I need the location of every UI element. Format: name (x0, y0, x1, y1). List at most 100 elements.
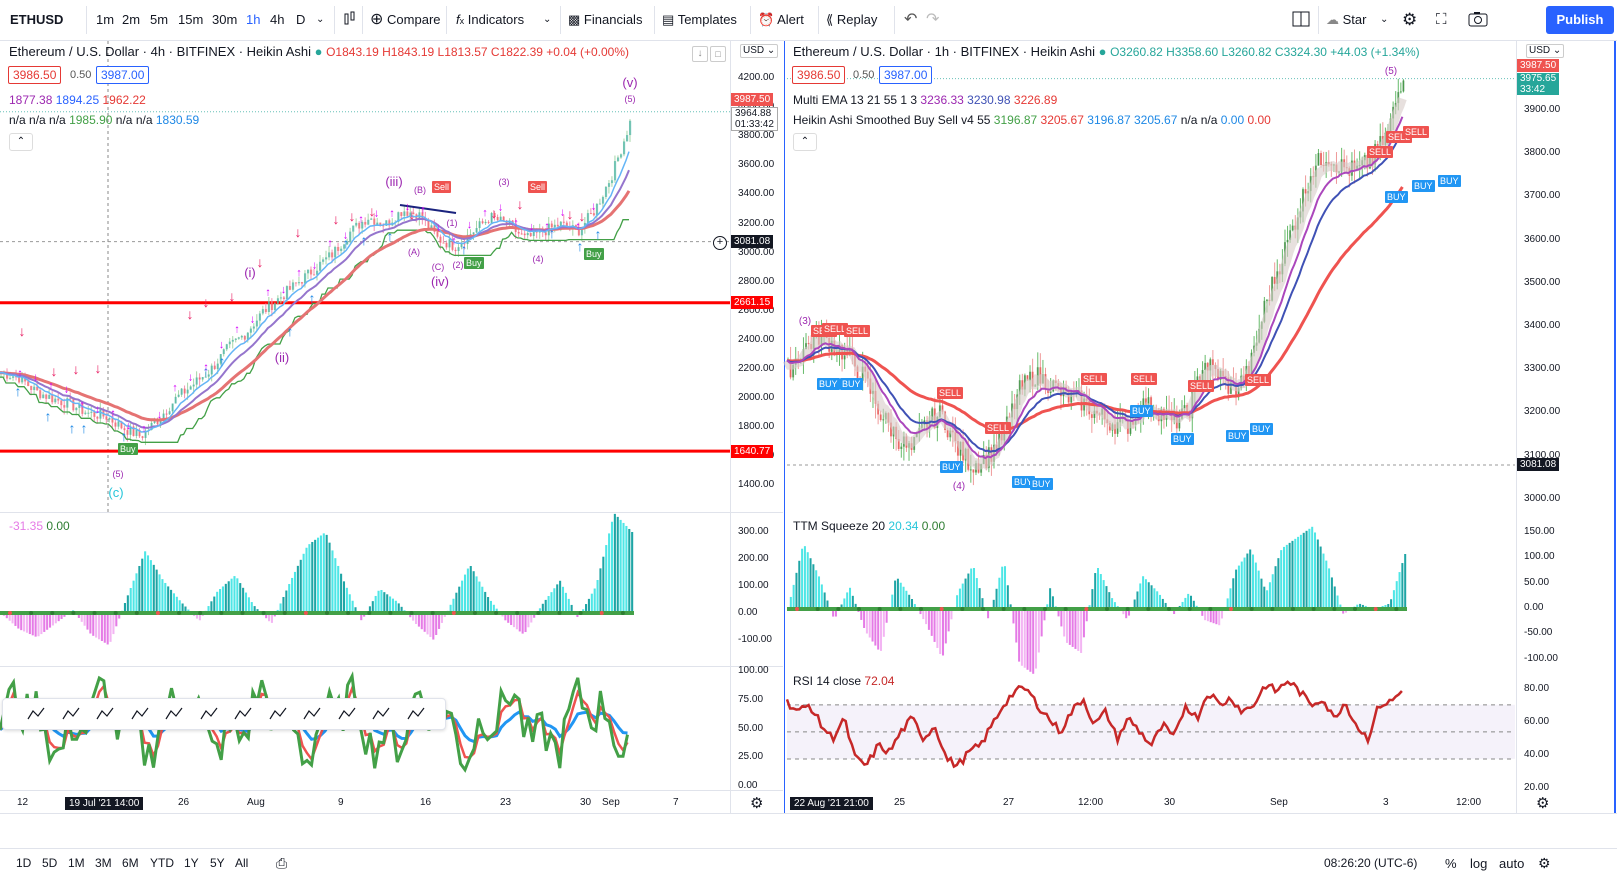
abc-pattern-icon[interactable] (96, 706, 114, 722)
camera-icon[interactable] (1468, 0, 1488, 40)
long-position-icon[interactable] (234, 706, 252, 722)
publish-button[interactable]: Publish (1546, 6, 1614, 34)
right-ask-price[interactable]: 3987.00 (879, 66, 932, 84)
layout-icon[interactable] (1292, 0, 1310, 40)
interval-D[interactable]: D (296, 0, 305, 40)
rect (1021, 609, 1023, 666)
path-icon[interactable] (303, 706, 321, 722)
price-tick-label: 3300.00 (1524, 363, 1560, 374)
xabcd-pattern-icon[interactable] (62, 706, 80, 722)
candle-body (301, 282, 303, 283)
interval-2m[interactable]: 2m (122, 0, 140, 40)
indicators-button[interactable]: fx Indicators (456, 0, 524, 40)
left-currency-selector[interactable]: USD ⌄ (740, 44, 778, 58)
download-icon[interactable]: ↓ (692, 46, 708, 62)
step-marker: ↑ (203, 362, 209, 374)
squeeze-dot (536, 611, 540, 615)
replay-label: Replay (837, 12, 877, 27)
pane-divider[interactable] (0, 512, 783, 513)
interval-30m[interactable]: 30m (212, 0, 237, 40)
alert-label: Alert (777, 12, 804, 27)
interval-1h[interactable]: 1h (246, 0, 260, 40)
gear-icon[interactable]: ⚙ (1402, 0, 1417, 40)
rect (1041, 609, 1043, 636)
rect (176, 597, 178, 613)
pane-divider[interactable] (0, 666, 783, 667)
add-alert-plus-icon[interactable]: + (713, 236, 727, 250)
star-dropdown-icon[interactable]: ⌄ (1380, 0, 1388, 40)
undo-icon[interactable]: ↶ (904, 0, 917, 40)
range-all[interactable]: All (235, 849, 248, 878)
rect (1027, 609, 1029, 670)
redo-icon[interactable]: ↷ (926, 0, 939, 40)
replay-button[interactable]: ⟪ Replay (826, 0, 877, 40)
range-3m[interactable]: 3M (95, 849, 112, 878)
squeeze-dot (304, 611, 308, 615)
settings-gear-icon[interactable]: ⚙ (1538, 849, 1551, 878)
range-6m[interactable]: 6M (122, 849, 139, 878)
right-chart-settings-gear-icon[interactable]: ⚙ (1536, 794, 1549, 812)
indicators-dropdown-icon[interactable]: ⌄ (543, 0, 551, 40)
left-chart-settings-gear-icon[interactable]: ⚙ (750, 794, 763, 812)
ema-value-3: 3226.89 (1014, 93, 1057, 107)
interval-5m[interactable]: 5m (150, 0, 168, 40)
squeeze-dot (1270, 607, 1274, 611)
left-bid-price[interactable]: 3986.50 (8, 66, 61, 84)
range-1d[interactable]: 1D (16, 849, 31, 878)
range-5y[interactable]: 5Y (210, 849, 225, 878)
price-tick-label: 2000.00 (738, 392, 774, 403)
financials-button[interactable]: ▩ Financials (568, 0, 642, 40)
symbol-search[interactable]: ETHUSD (10, 0, 63, 40)
right-bid-price[interactable]: 3986.50 (792, 66, 845, 84)
candle-body (51, 395, 53, 402)
right-ttm-pane[interactable] (787, 514, 1515, 666)
range-ytd[interactable]: YTD (150, 849, 174, 878)
candle-body (626, 135, 628, 141)
divider (1318, 6, 1319, 34)
candle-body (334, 247, 336, 257)
fullscreen-icon[interactable]: ⛶ (1436, 0, 1447, 40)
left-oscillator-pane[interactable] (0, 514, 730, 666)
interval-15m[interactable]: 15m (178, 0, 203, 40)
compare-button[interactable]: ⊕ Compare (370, 0, 441, 40)
date-range-icon[interactable]: ⎙ (276, 849, 287, 878)
maximize-icon[interactable]: □ (710, 46, 726, 62)
time-tick-label: Aug (247, 797, 265, 808)
percent-toggle[interactable]: % (1445, 849, 1457, 878)
chart-type-icon[interactable] (342, 0, 358, 40)
left-ask-price[interactable]: 3987.00 (96, 66, 149, 84)
collapse-legend-icon[interactable]: ⌃ (9, 133, 33, 151)
log-toggle[interactable]: log (1470, 849, 1487, 878)
rect (101, 613, 103, 641)
rect (1035, 609, 1037, 669)
ray-icon[interactable] (269, 706, 287, 722)
range-1y[interactable]: 1Y (184, 849, 199, 878)
interval-dropdown-icon[interactable]: ⌄ (316, 0, 324, 40)
rect (562, 587, 564, 613)
rect (846, 592, 848, 609)
step-marker: ↑ (17, 367, 23, 379)
sell-signal-tag: SELL (1245, 374, 1271, 386)
ttm-tick-label: 0.00 (1524, 602, 1543, 613)
clock-time[interactable]: 08:26:20 (UTC-6) (1324, 849, 1417, 878)
collapse-legend-icon[interactable]: ⌃ (793, 133, 817, 151)
right-rsi-pane[interactable] (787, 668, 1515, 790)
horizontal-line-icon[interactable] (200, 706, 218, 722)
rect (1300, 535, 1302, 609)
gann-icon[interactable] (338, 706, 356, 722)
range-1m[interactable]: 1M (68, 849, 85, 878)
interval-4h[interactable]: 4h (270, 0, 284, 40)
alert-button[interactable]: ⏰ Alert (758, 0, 804, 40)
rect (159, 574, 161, 613)
range-5d[interactable]: 5D (42, 849, 57, 878)
right-currency-selector[interactable]: USD ⌄ (1526, 44, 1564, 58)
text-tools-icon[interactable] (407, 706, 425, 722)
parallel-channel-icon[interactable] (372, 706, 390, 722)
fib-icon[interactable] (165, 706, 183, 722)
auto-toggle[interactable]: auto (1499, 849, 1524, 878)
trend-line-icon[interactable] (131, 706, 149, 722)
star-button[interactable]: ☁ Star (1326, 0, 1366, 40)
interval-1m[interactable]: 1m (96, 0, 114, 40)
templates-button[interactable]: ▤ Templates (662, 0, 737, 40)
menu-lines-icon[interactable] (27, 706, 45, 722)
